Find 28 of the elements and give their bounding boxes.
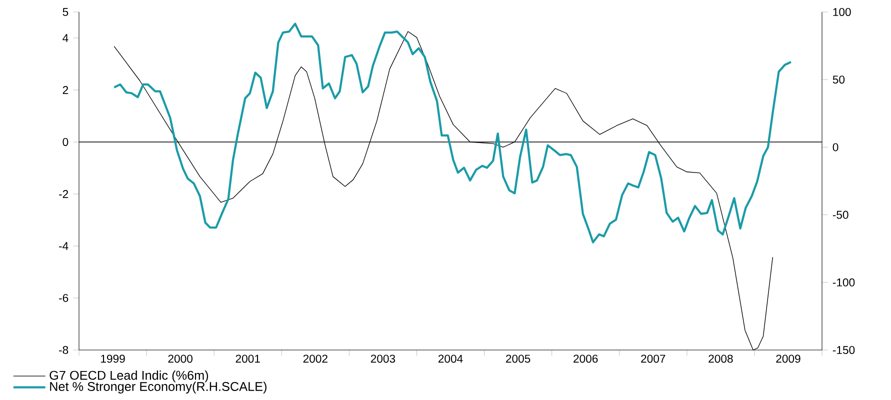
legend-label: Net % Stronger Economy(R.H.SCALE) (50, 382, 266, 394)
legend-label: G7 OECD Lead Indic (%6m) (50, 370, 208, 382)
line-series (113, 22, 792, 244)
x-tick-label: 1999 (101, 354, 125, 363)
y-tick-label: -8 (59, 346, 68, 354)
y-tick-label: -2 (59, 190, 68, 198)
y2-tick-label: 50 (832, 76, 845, 84)
y-tick-label: 5 (62, 8, 68, 16)
y2-tick-label: -100 (832, 278, 855, 286)
x-tick-label: 2009 (776, 354, 800, 363)
x-tick-label: 2000 (168, 354, 192, 363)
y2-tick-label: -50 (832, 210, 848, 219)
y-tick-label: 0 (62, 138, 68, 146)
y-tick-label: 2 (62, 86, 68, 94)
x-tick-label: 2003 (370, 354, 396, 363)
y-tick-label: -6 (59, 294, 68, 302)
y2-tick-label: -150 (832, 346, 855, 354)
y2-tick-label: 100 (833, 8, 851, 16)
y2-tick-label: 0 (832, 143, 838, 152)
x-tick-label: 2005 (506, 354, 530, 363)
x-tick-label: 2006 (574, 354, 598, 363)
x-tick-label: 2004 (438, 354, 463, 363)
x-tick-label: 2007 (641, 354, 666, 363)
x-tick-label: 2001 (236, 354, 260, 363)
y-tick-label: 4 (62, 34, 68, 42)
y-tick-label: -4 (59, 242, 68, 250)
x-tick-label: 2008 (708, 354, 733, 363)
x-tick-label: 2002 (303, 354, 328, 363)
